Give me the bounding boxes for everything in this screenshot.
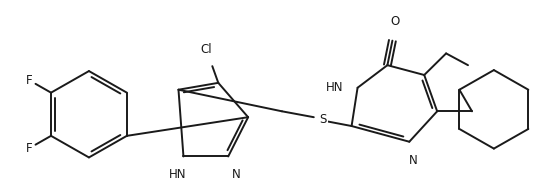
Text: O: O xyxy=(391,15,400,28)
Text: F: F xyxy=(26,74,33,87)
Text: Cl: Cl xyxy=(200,43,212,56)
Text: F: F xyxy=(26,142,33,155)
Text: N: N xyxy=(409,153,418,166)
Text: N: N xyxy=(232,168,241,181)
Text: HN: HN xyxy=(326,81,343,94)
Text: S: S xyxy=(319,113,327,126)
Text: HN: HN xyxy=(169,168,186,181)
